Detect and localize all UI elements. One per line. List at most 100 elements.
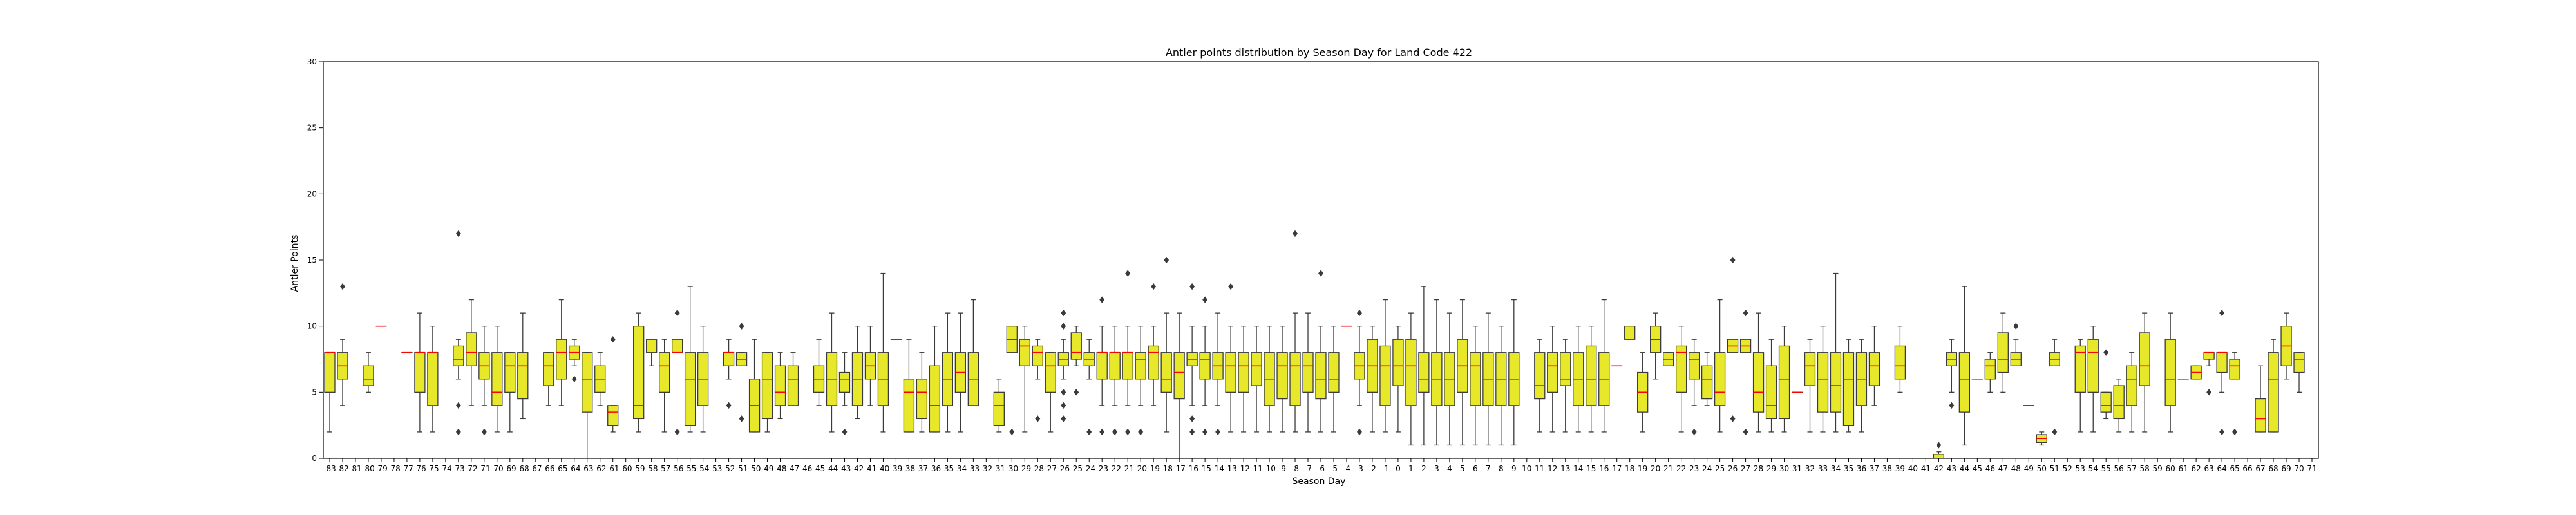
x-tick-label: 2 (1421, 464, 1426, 473)
box-day--59 (633, 312, 645, 433)
y-tick-label: 10 (307, 322, 317, 331)
box-day--49 (761, 352, 773, 433)
x-tick-label: -24 (1083, 464, 1095, 473)
box-iqr (2100, 391, 2112, 413)
box-iqr (1032, 345, 1043, 366)
outlier-point (1189, 428, 1195, 436)
chart-title: Antler points distribution by Season Day… (1166, 46, 1472, 59)
box-day--23 (1096, 296, 1108, 436)
box-iqr (1778, 345, 1790, 420)
x-tick-label: -67 (529, 464, 542, 473)
x-tick-label: -65 (555, 464, 568, 473)
box-day--28 (1032, 339, 1043, 422)
box-day--57 (659, 339, 670, 433)
box-day--13 (1225, 283, 1236, 433)
outlier-point (1061, 389, 1066, 396)
box-day--30 (1006, 326, 1018, 436)
outlier-point (2052, 428, 2058, 436)
x-tick-label: -64 (568, 464, 581, 473)
outlier-point (1125, 270, 1131, 277)
x-tick-label: -48 (774, 464, 787, 473)
box-day--35 (942, 312, 954, 433)
x-tick-label: -5 (1330, 464, 1338, 473)
x-tick-label: -29 (1018, 464, 1031, 473)
x-tick-label: 68 (2268, 464, 2278, 473)
box-iqr (1817, 352, 1829, 413)
box-iqr (1714, 352, 1726, 406)
box-iqr (504, 352, 516, 393)
box-day--12 (1238, 326, 1249, 433)
x-tick-label: -46 (800, 464, 813, 473)
y-tick-label: 20 (307, 189, 317, 198)
x-tick-label: -32 (980, 464, 993, 473)
x-tick-label: -25 (1070, 464, 1083, 473)
x-tick-label: -72 (465, 464, 478, 473)
box-day-35 (1842, 339, 1855, 433)
box-iqr (2113, 385, 2125, 420)
box-iqr (363, 365, 374, 386)
box-day--20 (1135, 326, 1146, 436)
x-tick-label: 55 (2101, 464, 2111, 473)
x-tick-label: -35 (942, 464, 954, 473)
box-day-54 (2087, 326, 2099, 433)
x-tick-label: 59 (2153, 464, 2163, 473)
x-axis-label: Season Day (1293, 476, 1346, 487)
outlier-point (1035, 415, 1041, 422)
box-iqr (646, 339, 658, 353)
box-day-13 (1560, 339, 1571, 433)
x-tick-label: 43 (1947, 464, 1956, 473)
box-iqr (1752, 352, 1765, 413)
x-tick-label: 70 (2294, 464, 2304, 473)
x-tick-label: 19 (1638, 464, 1647, 473)
x-tick-label: 6 (1473, 464, 1478, 473)
x-tick-label: -63 (581, 464, 594, 473)
box-day--56 (672, 309, 683, 436)
x-tick-label: -51 (735, 464, 748, 473)
x-tick-label: 34 (1831, 464, 1841, 473)
x-tick-label: 33 (1818, 464, 1828, 473)
box-day--55 (684, 286, 696, 433)
x-tick-label: -41 (864, 464, 877, 473)
y-axis: 0 5 10 15 20 25 30 (307, 57, 323, 463)
x-tick-label: -26 (1057, 464, 1070, 473)
x-tick-label: 49 (2024, 464, 2034, 473)
box-day--24 (1083, 339, 1095, 436)
outlier-point (1936, 442, 1942, 449)
box-iqr (1328, 352, 1340, 393)
box-day-5 (1457, 299, 1468, 446)
box-day-58 (2139, 312, 2150, 433)
box-iqr (2074, 345, 2086, 393)
outlier-point (1691, 428, 1697, 436)
box-iqr (1238, 352, 1249, 393)
box-day-62 (2190, 365, 2202, 380)
box-day-48 (2010, 323, 2022, 366)
outlier-point (1074, 389, 1079, 396)
x-tick-label: 45 (1973, 464, 1982, 473)
box-day--11 (1251, 326, 1262, 433)
box-day--21 (1122, 270, 1133, 436)
box-iqr (491, 352, 503, 406)
box-day-24 (1701, 352, 1713, 406)
box-day-4 (1444, 312, 1455, 446)
box-iqr (517, 352, 529, 400)
box-day-37 (1868, 326, 1880, 406)
outlier-point (455, 428, 461, 436)
box-iqr (607, 405, 619, 426)
box-iqr (1675, 345, 1687, 393)
outlier-point (1151, 283, 1157, 290)
box-day--65 (556, 299, 567, 406)
box-iqr (1019, 339, 1030, 366)
box-iqr (1109, 352, 1121, 380)
box-iqr (2268, 352, 2279, 433)
box-day--48 (774, 352, 786, 420)
y-tick-label: 30 (307, 57, 317, 66)
box-day-15 (1586, 326, 1597, 433)
box-day-22 (1675, 326, 1687, 433)
box-day--27 (1045, 352, 1056, 433)
x-tick-label: 50 (2037, 464, 2047, 473)
box-iqr (2164, 339, 2176, 406)
x-tick-label: -53 (710, 464, 723, 473)
outlier-point (1730, 415, 1736, 422)
x-tick-label: 13 (1560, 464, 1570, 473)
box-iqr (2293, 352, 2305, 373)
